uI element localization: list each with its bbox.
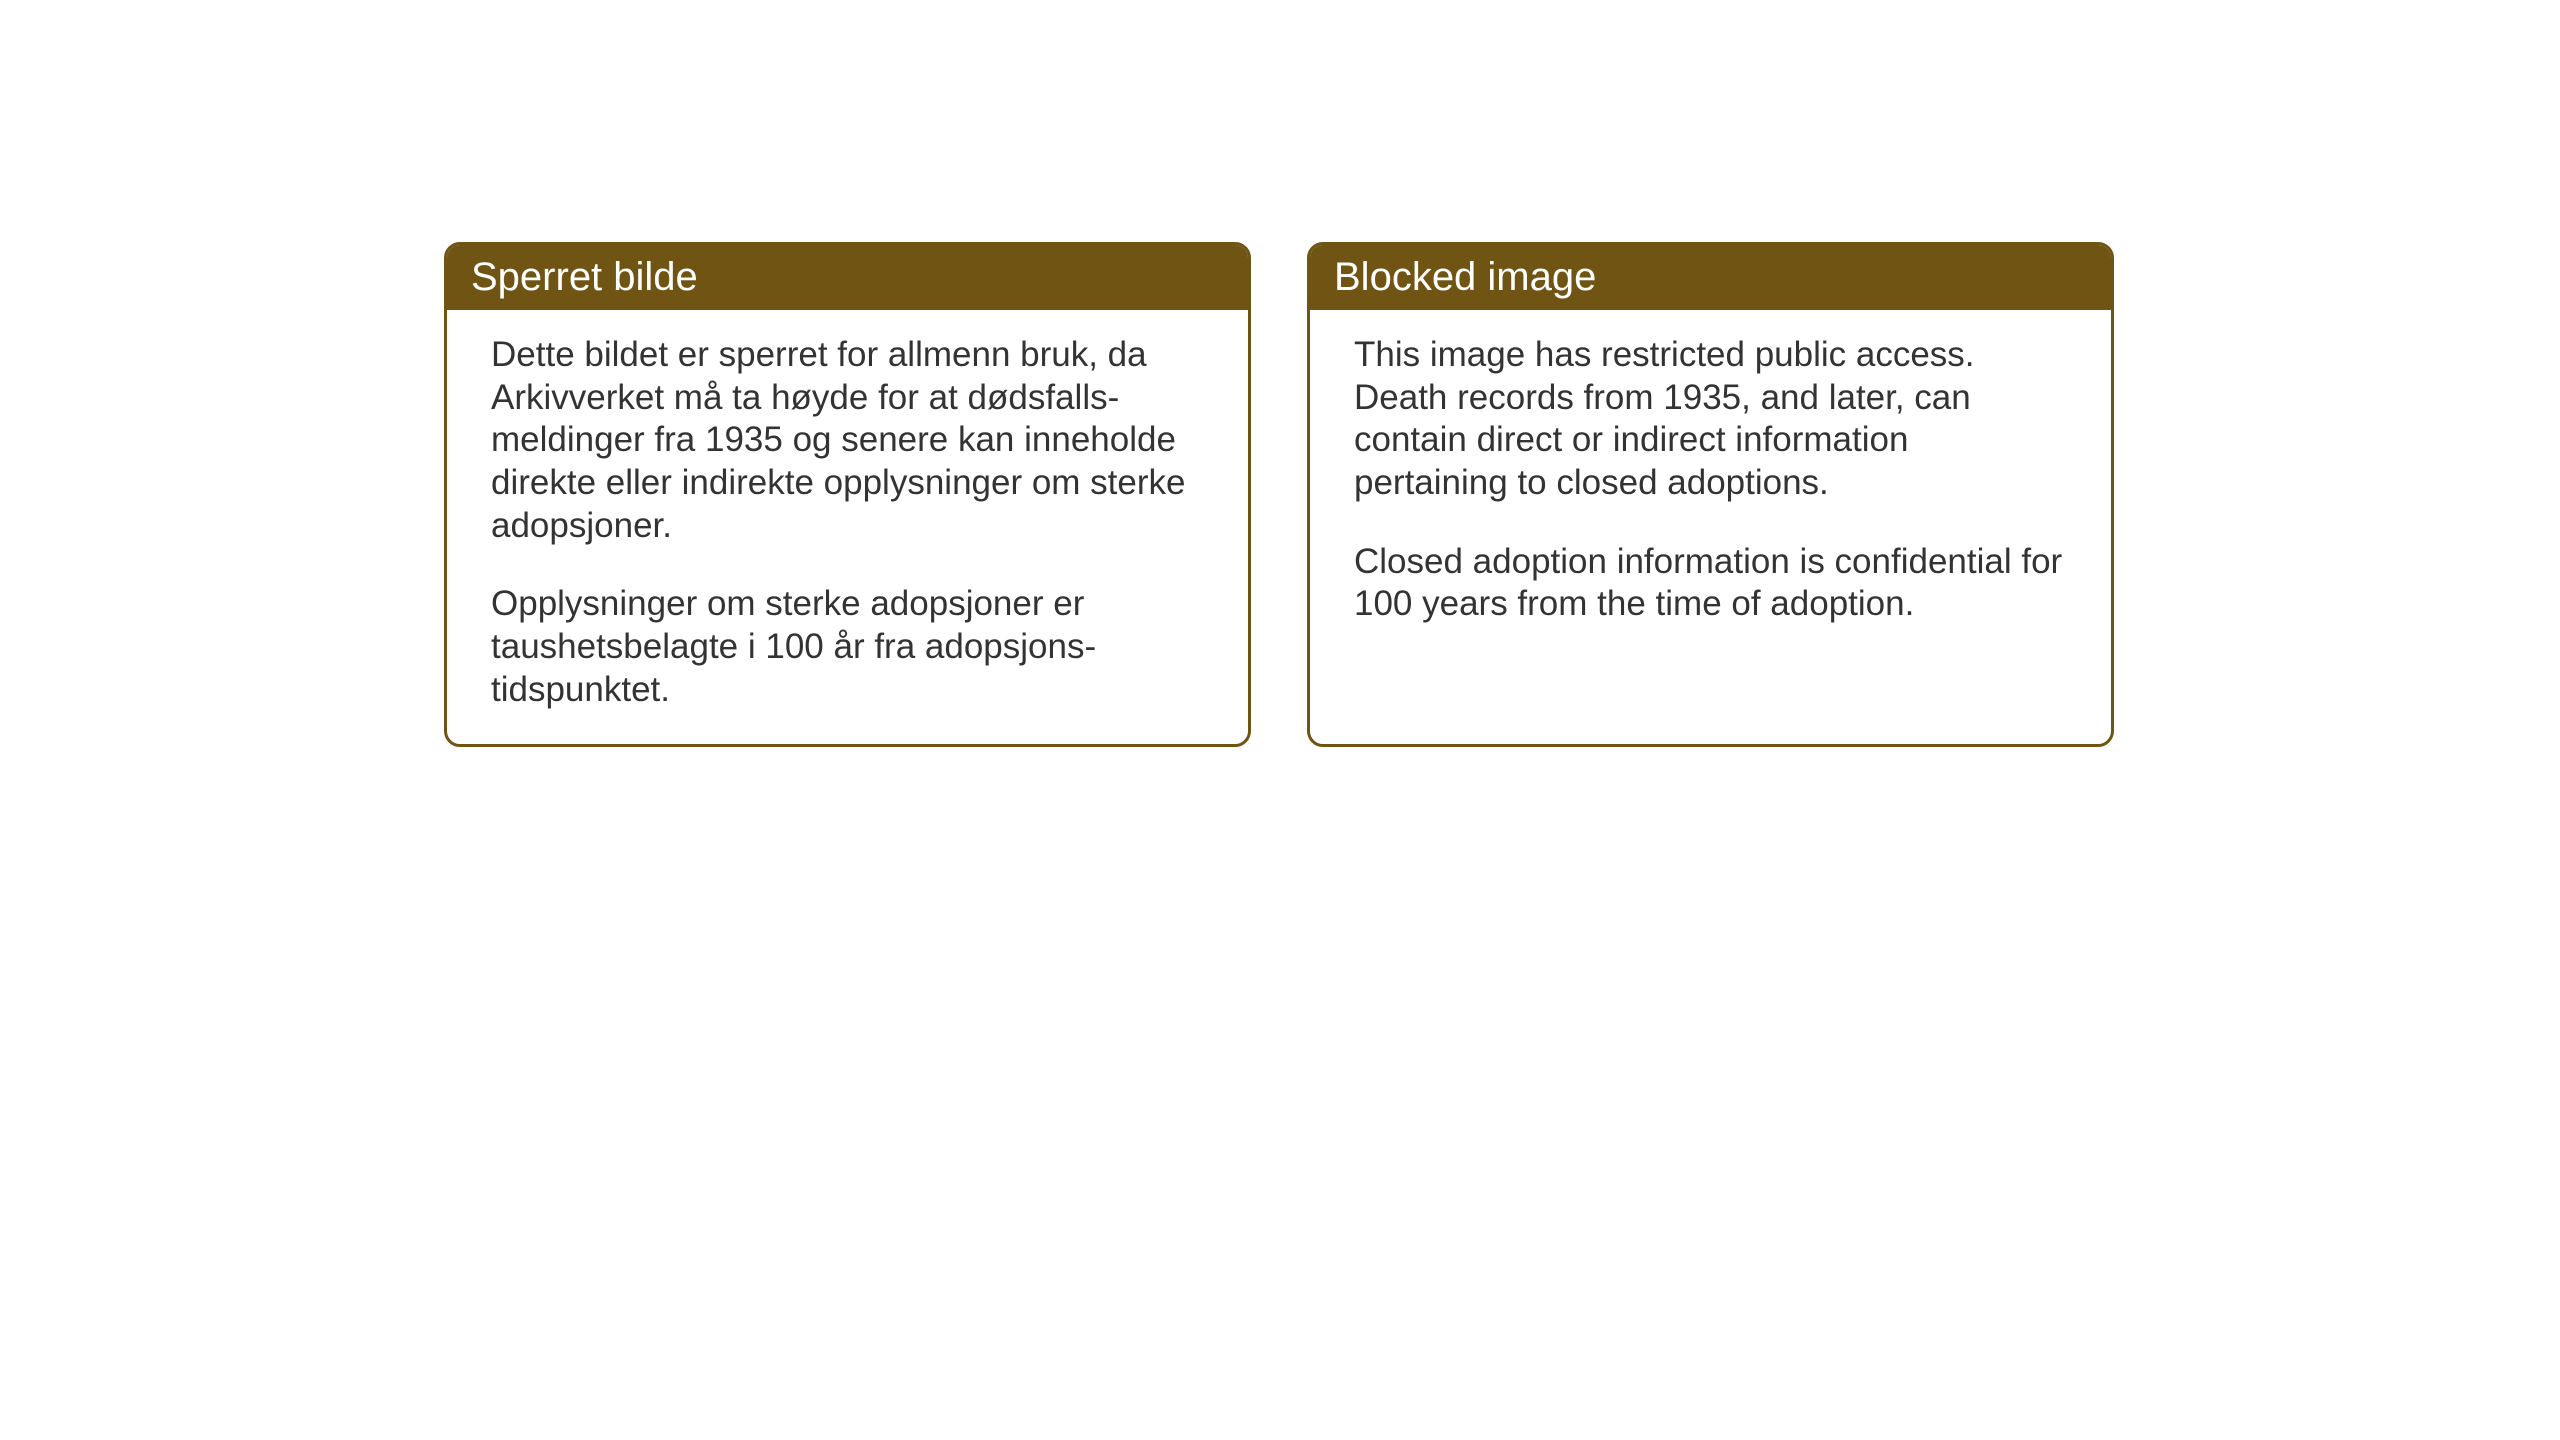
norwegian-paragraph-1: Dette bildet er sperret for allmenn bruk…: [491, 334, 1204, 547]
norwegian-message-card: Sperret bilde Dette bildet er sperret fo…: [444, 242, 1251, 747]
english-card-header: Blocked image: [1310, 245, 2111, 310]
english-card-body: This image has restricted public access.…: [1310, 310, 2111, 710]
english-paragraph-1: This image has restricted public access.…: [1354, 334, 2067, 505]
english-paragraph-2: Closed adoption information is confident…: [1354, 541, 2067, 626]
english-title: Blocked image: [1334, 255, 1596, 299]
norwegian-paragraph-2: Opplysninger om sterke adopsjoner er tau…: [491, 583, 1204, 711]
message-cards-container: Sperret bilde Dette bildet er sperret fo…: [444, 242, 2114, 747]
norwegian-title: Sperret bilde: [471, 255, 698, 299]
norwegian-card-body: Dette bildet er sperret for allmenn bruk…: [447, 310, 1248, 744]
english-message-card: Blocked image This image has restricted …: [1307, 242, 2114, 747]
norwegian-card-header: Sperret bilde: [447, 245, 1248, 310]
